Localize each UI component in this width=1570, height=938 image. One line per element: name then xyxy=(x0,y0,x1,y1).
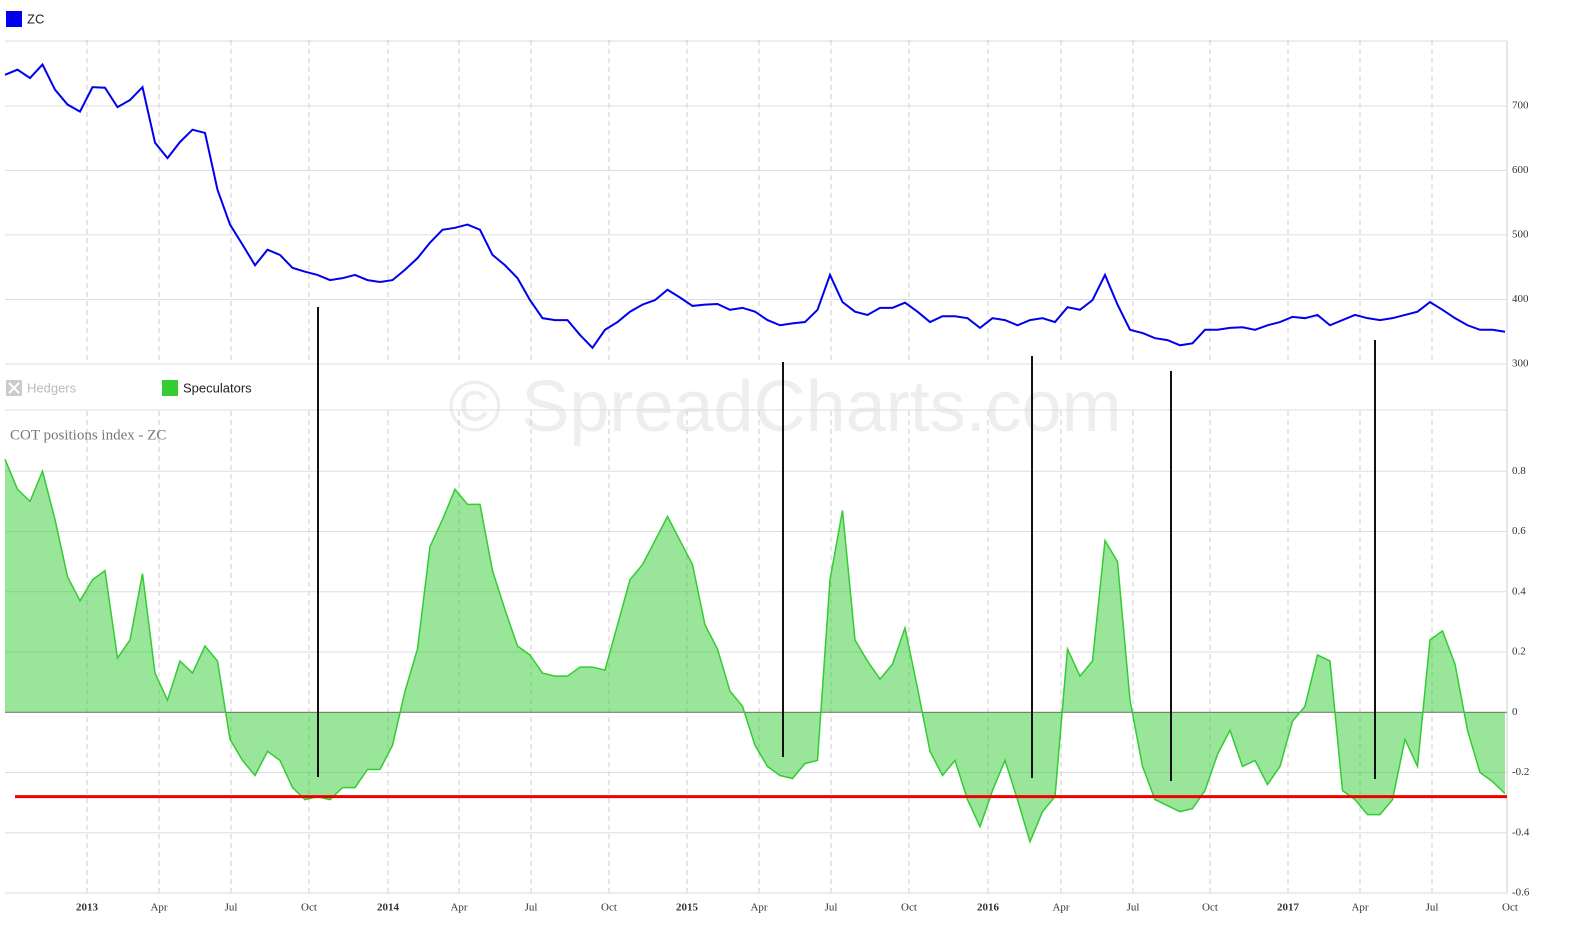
x-tick-label: 2017 xyxy=(1277,902,1300,914)
x-tick-label: Apr xyxy=(1351,902,1368,914)
x-tick-label: 2015 xyxy=(676,902,699,914)
x-tick-label: Oct xyxy=(601,902,617,914)
x-tick-label: 2016 xyxy=(977,902,1000,914)
legend-hidden-mark xyxy=(8,382,20,394)
x-tick-label: Apr xyxy=(450,902,467,914)
x-tick-label: Oct xyxy=(901,902,917,914)
y-tick-label: -0.4 xyxy=(1512,826,1530,838)
y-tick-label: -0.6 xyxy=(1512,887,1530,899)
legend-swatch[interactable] xyxy=(162,380,178,396)
y-tick-label: 400 xyxy=(1512,293,1529,305)
panel-title: COT positions index - ZC xyxy=(10,427,166,443)
y-tick-label: 300 xyxy=(1512,358,1529,370)
legend-swatch[interactable] xyxy=(6,11,22,27)
y-tick-label: -0.2 xyxy=(1512,766,1529,778)
x-tick-label: Jul xyxy=(825,902,838,914)
legend-label[interactable]: Hedgers xyxy=(27,380,77,395)
x-tick-label: Oct xyxy=(301,902,317,914)
x-tick-label: 2014 xyxy=(377,902,400,914)
x-tick-label: Apr xyxy=(750,902,767,914)
price-line xyxy=(4,62,1506,350)
y-tick-label: 600 xyxy=(1512,164,1529,176)
annotation-lines xyxy=(317,307,1376,781)
x-tick-label: Apr xyxy=(150,902,167,914)
watermark: © SpreadCharts.com xyxy=(448,367,1121,447)
x-tick-label: 2013 xyxy=(76,902,99,914)
y-tick-label: 0.2 xyxy=(1512,646,1526,658)
area-line xyxy=(4,458,1506,845)
y-tick-label: 0.4 xyxy=(1512,585,1526,597)
y-tick-label: 0 xyxy=(1512,706,1518,718)
y-tick-label: 700 xyxy=(1512,99,1529,111)
x-tick-label: Apr xyxy=(1052,902,1069,914)
legend-label[interactable]: ZC xyxy=(27,11,44,26)
x-tick-label: Jul xyxy=(225,902,238,914)
y-tick-label: 0.8 xyxy=(1512,465,1526,477)
x-tick-label: Jul xyxy=(525,902,538,914)
area-fill xyxy=(5,459,1505,842)
x-tick-label: Jul xyxy=(1426,902,1439,914)
y-tick-label: 0.6 xyxy=(1512,525,1526,537)
x-tick-label: Jul xyxy=(1127,902,1140,914)
legend-label[interactable]: Speculators xyxy=(183,380,252,395)
y-tick-label: 500 xyxy=(1512,228,1529,240)
x-tick-label: Oct xyxy=(1202,902,1218,914)
x-tick-label: Oct xyxy=(1502,902,1518,914)
